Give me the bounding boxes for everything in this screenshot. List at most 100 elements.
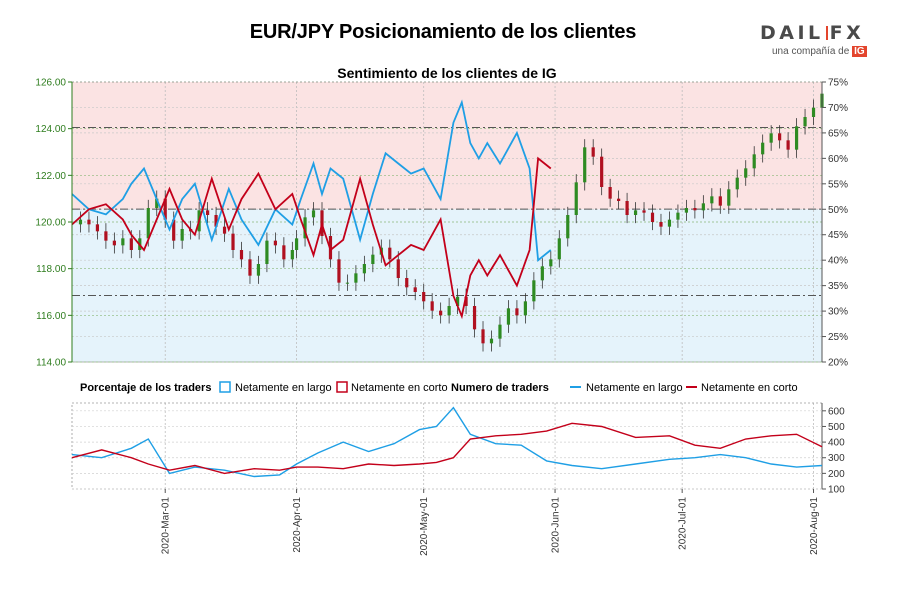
percent-tick-label: 20% (828, 358, 848, 369)
candle-body (104, 231, 108, 241)
candle-body (744, 168, 748, 178)
short-count-line (71, 422, 823, 475)
short-bg (72, 82, 822, 210)
candle-body (205, 210, 210, 215)
percent-tick-label: 40% (828, 256, 848, 267)
candle-body (439, 310, 443, 316)
percent-tick-label: 65% (828, 128, 848, 139)
candle-body (506, 308, 511, 325)
price-tick-label: 126.00 (35, 78, 66, 89)
percent-tick-label: 35% (828, 281, 848, 292)
candle-body (752, 154, 756, 169)
candle-body (735, 177, 739, 190)
candle-body (388, 247, 392, 260)
candle-body (778, 133, 782, 141)
legend-title-percent: Porcentaje de los traders (80, 382, 211, 394)
candle-body (256, 264, 261, 276)
candle-body (498, 324, 502, 339)
percent-tick-label: 55% (828, 179, 848, 190)
candle-body (231, 233, 235, 250)
candle-body (718, 196, 722, 206)
count-tick-label: 400 (828, 438, 845, 449)
candle-body (811, 107, 816, 117)
candle-body (265, 240, 269, 264)
x-tick-label: 2020-Jun-01 (551, 497, 562, 554)
candle-body (532, 280, 536, 302)
x-tick-label: 2020-May-01 (419, 497, 430, 556)
count-tick-label: 100 (828, 485, 845, 496)
candle-body (405, 278, 409, 288)
candle-body (583, 147, 587, 183)
candle-body (650, 212, 655, 222)
percent-tick-label: 70% (828, 103, 848, 114)
candle-body (87, 219, 91, 225)
price-tick-label: 124.00 (35, 124, 66, 135)
dailyfx-logo: DAIL FX una compañía de IG (760, 22, 867, 57)
candle-body (311, 210, 316, 218)
candle-body (693, 208, 697, 211)
candle-body (239, 250, 244, 260)
candle-body (633, 210, 638, 215)
candle-body (371, 254, 375, 264)
percent-tick-label: 75% (828, 78, 848, 89)
candle-body (78, 219, 83, 225)
candle-body (803, 117, 807, 127)
x-tick-label: 2020-Apr-01 (292, 497, 303, 553)
candle-body (794, 126, 799, 150)
candle-body (761, 142, 765, 155)
candle-body (112, 240, 116, 246)
candle-body (481, 329, 485, 344)
candle-body (566, 215, 570, 239)
candle-body (540, 266, 544, 281)
legend-box-long (219, 381, 231, 393)
candle-body (786, 140, 790, 150)
chart-subtitle: Sentimiento de los clientes de IG (337, 65, 557, 81)
candle-body (676, 212, 680, 220)
candle-body (574, 182, 578, 215)
candle-body (600, 156, 604, 187)
candle-body (303, 217, 307, 239)
x-tick-label: 2020-Mar-01 (161, 497, 172, 555)
candle-body (155, 198, 159, 208)
candle-body (659, 222, 663, 227)
candle-body (464, 296, 468, 306)
price-tick-label: 120.00 (35, 218, 66, 229)
legend-label-long-count: Netamente en largo (586, 382, 683, 394)
candle-body (447, 306, 451, 316)
price-tick-label: 122.00 (35, 171, 66, 182)
candle-body (354, 273, 358, 283)
count-tick-label: 200 (828, 469, 845, 480)
candle-body (146, 208, 150, 239)
candle-body (345, 282, 350, 284)
candle-body (362, 264, 366, 274)
candle-body (667, 219, 672, 227)
bottom-frame (71, 402, 823, 490)
candle-body (701, 203, 705, 211)
candle-body (625, 201, 629, 215)
candle-body (472, 306, 477, 330)
x-tick-label: 2020-Aug-01 (809, 497, 820, 555)
price-tick-label: 114.00 (36, 358, 66, 369)
chart-title: EUR/JPY Posicionamiento de los clientes (249, 21, 637, 43)
candle-body (455, 296, 460, 306)
candle-body (642, 210, 646, 213)
legend-label-short-count: Netamente en corto (701, 382, 798, 394)
candle-body (549, 259, 553, 267)
percent-tick-label: 30% (828, 307, 848, 318)
candle-body (523, 301, 527, 316)
candle-body (710, 196, 714, 204)
percent-tick-label: 60% (828, 154, 848, 165)
candle-body (557, 238, 561, 260)
legend-title-count: Numero de traders (451, 382, 549, 394)
candle-body (273, 240, 277, 246)
candle-body (489, 338, 494, 344)
candle-body (248, 259, 252, 276)
candle-body (290, 250, 294, 260)
candle-body (337, 259, 341, 283)
candle-body (294, 238, 299, 250)
candle-body (430, 301, 434, 311)
legend-box-short (336, 381, 348, 393)
candle-body (172, 219, 176, 241)
count-tick-label: 600 (828, 406, 845, 417)
